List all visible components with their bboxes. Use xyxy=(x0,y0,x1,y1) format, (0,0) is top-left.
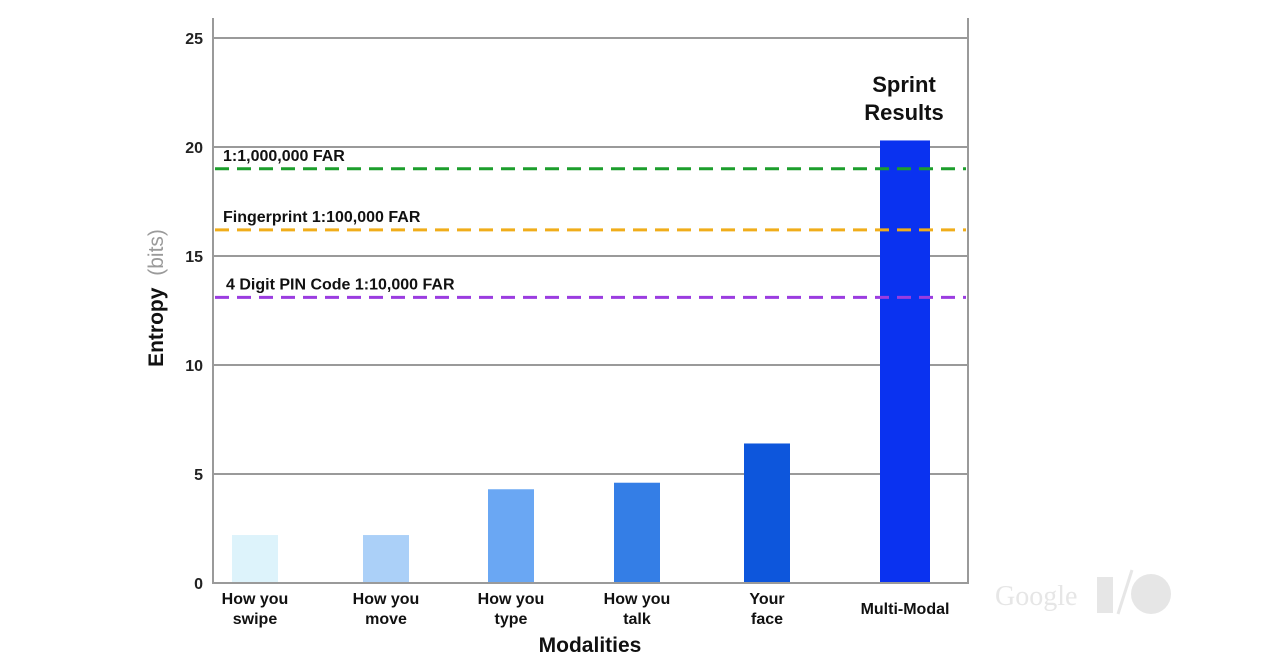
io-logo-circle xyxy=(1131,574,1171,614)
bar-annotation: Sprint Results xyxy=(864,72,943,125)
y-axis-title: Entropy (bits) xyxy=(145,229,168,367)
x-category-label-line: How you xyxy=(222,591,289,608)
y-tick-labels: 0 5 10 15 20 25 xyxy=(185,31,203,593)
x-category-label: Multi-Modal xyxy=(861,601,950,618)
bars xyxy=(232,140,930,583)
x-category-label-line: How you xyxy=(353,591,420,608)
io-logo-bar xyxy=(1097,577,1113,613)
grid-lines xyxy=(213,37,968,475)
reference-lines: 1:1,000,000 FAR Fingerprint 1:100,000 FAR… xyxy=(215,72,966,299)
bar xyxy=(614,482,660,583)
bar xyxy=(744,443,790,583)
x-category-label-line: How you xyxy=(604,591,671,608)
watermark-text: Google xyxy=(995,581,1077,612)
x-category-label: How you talk xyxy=(604,591,671,628)
bar-annotation-line: Sprint xyxy=(872,72,936,97)
bar xyxy=(363,535,409,583)
x-category-label-line: face xyxy=(751,611,783,628)
io-logo xyxy=(1097,569,1171,615)
y-tick-label: 25 xyxy=(185,31,203,48)
x-category-label: How you type xyxy=(478,591,545,628)
x-category-label: Your face xyxy=(749,591,784,628)
x-category-label-line: Multi-Modal xyxy=(861,601,950,618)
x-category-label: How you move xyxy=(353,591,420,628)
y-tick-label: 15 xyxy=(185,249,203,266)
y-tick-label: 20 xyxy=(185,140,203,157)
x-axis-title: Modalities xyxy=(539,634,642,657)
x-category-label-line: How you xyxy=(478,591,545,608)
bar xyxy=(488,489,534,583)
bar-annotation-line: Results xyxy=(864,100,943,125)
y-axis-title-unit: (bits) xyxy=(145,229,168,276)
x-category-label-line: type xyxy=(495,611,528,628)
x-category-label-line: Your xyxy=(749,591,784,608)
y-tick-label: 10 xyxy=(185,358,203,375)
reference-line-label: 4 Digit PIN Code 1:10,000 FAR xyxy=(226,276,455,293)
google-io-watermark: Google xyxy=(995,569,1171,615)
reference-line-label: 1:1,000,000 FAR xyxy=(223,148,345,165)
bar xyxy=(880,140,930,583)
y-tick-label: 5 xyxy=(194,467,203,484)
x-category-label-line: move xyxy=(365,611,407,628)
bar xyxy=(232,535,278,583)
reference-line-label: Fingerprint 1:100,000 FAR xyxy=(223,209,421,226)
x-category-label-line: talk xyxy=(623,611,651,628)
io-logo-slash xyxy=(1116,569,1134,615)
y-axis-title-main: Entropy xyxy=(145,287,168,367)
x-category-label: How you swipe xyxy=(222,591,289,628)
y-tick-label: 0 xyxy=(194,576,203,593)
x-category-label-line: swipe xyxy=(233,611,278,628)
